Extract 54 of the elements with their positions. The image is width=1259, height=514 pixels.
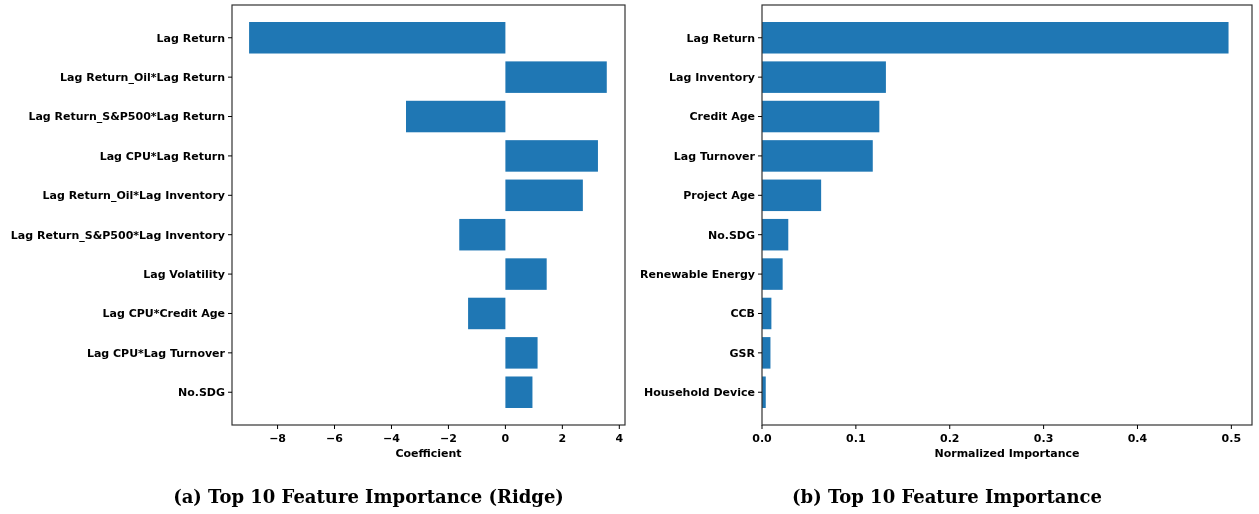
bar [762,100,880,133]
bar [762,22,1229,54]
x-tick-label: 0.2 [939,432,960,445]
y-tick-label: Lag CPU*Lag Return [99,149,225,163]
y-tick-label: No.SDG [177,386,225,400]
bar [249,22,506,54]
y-tick-label: CCB [730,307,755,321]
x-axis-title: Coefficient [395,447,462,460]
text: (a) Top 10 Feature Importance (Ridge) [173,486,564,507]
bar [505,376,533,408]
x-tick-label: 0.4 [1127,432,1148,445]
x-tick-label: −2 [440,432,457,445]
y-tick-label: No.SDG [707,228,755,242]
x-tick-label: 0.5 [1221,432,1242,445]
y-tick-label: GSR [729,346,756,360]
x-tick-label: 0.1 [846,432,866,445]
x-tick-label: 0 [501,432,510,445]
bar [406,100,506,133]
bar [459,218,506,251]
y-tick-label: Lag CPU*Lag Turnover [86,346,226,360]
x-tick-label: 0.3 [1033,432,1054,445]
bar [468,297,506,330]
y-tick-label: Lag Return_Oil*Lag Return [60,70,225,84]
x-tick-label: −4 [383,432,401,445]
bar [505,140,598,172]
y-tick-label: Lag Return_Oil*Lag Inventory [42,189,225,203]
y-tick-label: Renewable Energy [639,267,755,281]
bar [505,61,607,93]
y-tick-label: Lag Return [156,31,225,45]
y-tick-label: Lag Return_S&P500*Lag Return [28,110,225,124]
y-tick-label: Lag Turnover [673,149,756,163]
x-axis-title: Normalized Importance [934,447,1080,460]
bar [505,337,538,369]
text: (b) Top 10 Feature Importance [792,486,1102,507]
y-tick-label: Lag Inventory [669,70,755,84]
bar [505,179,583,212]
y-tick-label: Lag Return [686,31,755,45]
y-tick-label: Lag Volatility [143,267,225,281]
y-tick-label: Project Age [683,189,755,203]
bar [762,140,873,172]
y-tick-label: Lag Return_S&P500*Lag Inventory [10,228,225,242]
y-tick-label: Credit Age [689,110,755,124]
x-tick-label: 2 [558,432,567,445]
bar [762,179,822,212]
y-tick-label: Household Device [644,386,755,400]
bar [505,258,547,290]
y-tick-label: Lag CPU*Credit Age [102,307,225,321]
x-tick-label: −6 [326,432,344,445]
x-tick-label: −8 [269,432,286,445]
bar [762,218,789,251]
x-tick-label: 0.0 [752,432,773,445]
x-tick-label: 4 [615,432,624,445]
bar [762,61,886,93]
bar [762,258,783,290]
